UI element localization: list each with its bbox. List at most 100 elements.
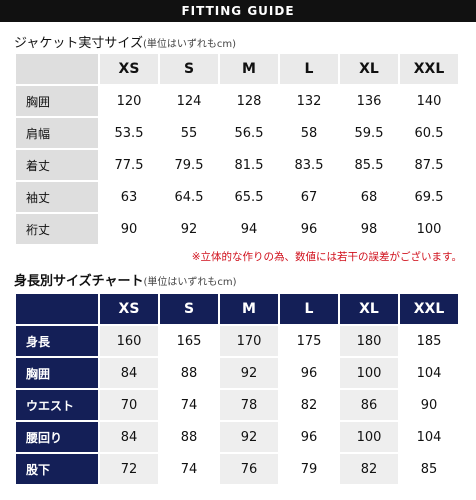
table-row: 肩幅 53.5 55 56.5 58 59.5 60.5 bbox=[16, 118, 458, 148]
table-row: 胸囲 84 88 92 96 100 104 bbox=[16, 358, 458, 388]
table-cell: 86 bbox=[340, 390, 398, 420]
table-cell: 185 bbox=[400, 326, 458, 356]
table-cell: 100 bbox=[340, 422, 398, 452]
table-cell: 100 bbox=[400, 214, 458, 244]
table-cell: 77.5 bbox=[100, 150, 158, 180]
row-label: 腰回り bbox=[16, 422, 98, 452]
body-size-title: 身長別サイズチャート(単位はいずれもcm) bbox=[14, 270, 237, 289]
row-label: 裄丈 bbox=[16, 214, 98, 244]
jacket-size-title: ジャケット実寸サイズ(単位はいずれもcm) bbox=[14, 32, 236, 51]
table-cell: 96 bbox=[280, 358, 338, 388]
table-cell: 120 bbox=[100, 86, 158, 116]
table-corner bbox=[16, 294, 98, 324]
table-cell: 175 bbox=[280, 326, 338, 356]
column-header-xs: XS bbox=[100, 294, 158, 324]
column-header-s: S bbox=[160, 54, 218, 84]
table-cell: 65.5 bbox=[220, 182, 278, 212]
table-row: 着丈 77.5 79.5 81.5 83.5 85.5 87.5 bbox=[16, 150, 458, 180]
body-size-unit: (単位はいずれもcm) bbox=[143, 277, 237, 288]
column-header-xs: XS bbox=[100, 54, 158, 84]
table-cell: 59.5 bbox=[340, 118, 398, 148]
table-cell: 79.5 bbox=[160, 150, 218, 180]
table-cell: 74 bbox=[160, 454, 218, 484]
table-cell: 67 bbox=[280, 182, 338, 212]
table-cell: 88 bbox=[160, 422, 218, 452]
column-header-xxl: XXL bbox=[400, 54, 458, 84]
row-label: ウエスト bbox=[16, 390, 98, 420]
column-header-m: M bbox=[220, 294, 278, 324]
jacket-header-row: XS S M L XL XXL bbox=[16, 54, 458, 84]
table-cell: 82 bbox=[280, 390, 338, 420]
table-cell: 63 bbox=[100, 182, 158, 212]
table-cell: 55 bbox=[160, 118, 218, 148]
table-cell: 100 bbox=[340, 358, 398, 388]
table-cell: 82 bbox=[340, 454, 398, 484]
table-cell: 81.5 bbox=[220, 150, 278, 180]
table-row: 身長 160 165 170 175 180 185 bbox=[16, 326, 458, 356]
row-label: 胸囲 bbox=[16, 358, 98, 388]
table-row: 裄丈 90 92 94 96 98 100 bbox=[16, 214, 458, 244]
row-label: 身長 bbox=[16, 326, 98, 356]
table-cell: 58 bbox=[280, 118, 338, 148]
column-header-xxl: XXL bbox=[400, 294, 458, 324]
table-row: 胸囲 120 124 128 132 136 140 bbox=[16, 86, 458, 116]
table-cell: 92 bbox=[220, 358, 278, 388]
column-header-m: M bbox=[220, 54, 278, 84]
table-cell: 76 bbox=[220, 454, 278, 484]
table-cell: 98 bbox=[340, 214, 398, 244]
table-cell: 136 bbox=[340, 86, 398, 116]
jacket-size-unit: (単位はいずれもcm) bbox=[142, 39, 237, 50]
fitting-guide-header: FITTING GUIDE bbox=[0, 0, 476, 22]
table-cell: 96 bbox=[280, 422, 338, 452]
table-cell: 69.5 bbox=[400, 182, 458, 212]
column-header-s: S bbox=[160, 294, 218, 324]
table-corner bbox=[16, 54, 98, 84]
table-cell: 64.5 bbox=[160, 182, 218, 212]
table-cell: 165 bbox=[160, 326, 218, 356]
table-cell: 124 bbox=[160, 86, 218, 116]
table-cell: 74 bbox=[160, 390, 218, 420]
table-cell: 56.5 bbox=[220, 118, 278, 148]
column-header-l: L bbox=[280, 54, 338, 84]
jacket-size-table: XS S M L XL XXL 胸囲 120 124 128 132 136 1… bbox=[14, 52, 460, 246]
jacket-size-title-text: ジャケット実寸サイズ bbox=[14, 36, 143, 51]
body-size-table: XS S M L XL XXL 身長 160 165 170 175 180 1… bbox=[14, 292, 460, 486]
body-size-title-text: 身長別サイズチャート bbox=[14, 274, 144, 289]
table-cell: 90 bbox=[100, 214, 158, 244]
table-cell: 84 bbox=[100, 358, 158, 388]
table-cell: 128 bbox=[220, 86, 278, 116]
row-label: 胸囲 bbox=[16, 86, 98, 116]
column-header-xl: XL bbox=[340, 294, 398, 324]
measurement-note: ※立体的な作りの為、数値には若干の誤差がございます。 bbox=[191, 251, 462, 263]
table-cell: 92 bbox=[220, 422, 278, 452]
table-cell: 87.5 bbox=[400, 150, 458, 180]
table-cell: 160 bbox=[100, 326, 158, 356]
column-header-l: L bbox=[280, 294, 338, 324]
table-cell: 170 bbox=[220, 326, 278, 356]
table-cell: 68 bbox=[340, 182, 398, 212]
table-row: 腰回り 84 88 92 96 100 104 bbox=[16, 422, 458, 452]
row-label: 股下 bbox=[16, 454, 98, 484]
table-cell: 88 bbox=[160, 358, 218, 388]
table-cell: 72 bbox=[100, 454, 158, 484]
row-label: 着丈 bbox=[16, 150, 98, 180]
column-header-xl: XL bbox=[340, 54, 398, 84]
table-cell: 180 bbox=[340, 326, 398, 356]
table-cell: 84 bbox=[100, 422, 158, 452]
row-label: 肩幅 bbox=[16, 118, 98, 148]
body-header-row: XS S M L XL XXL bbox=[16, 294, 458, 324]
table-cell: 79 bbox=[280, 454, 338, 484]
table-cell: 85.5 bbox=[340, 150, 398, 180]
table-cell: 104 bbox=[400, 358, 458, 388]
table-cell: 60.5 bbox=[400, 118, 458, 148]
table-cell: 78 bbox=[220, 390, 278, 420]
table-cell: 96 bbox=[280, 214, 338, 244]
table-cell: 92 bbox=[160, 214, 218, 244]
table-cell: 94 bbox=[220, 214, 278, 244]
table-cell: 83.5 bbox=[280, 150, 338, 180]
table-cell: 132 bbox=[280, 86, 338, 116]
header-title: FITTING GUIDE bbox=[181, 4, 295, 18]
table-cell: 85 bbox=[400, 454, 458, 484]
table-row: 股下 72 74 76 79 82 85 bbox=[16, 454, 458, 484]
table-cell: 70 bbox=[100, 390, 158, 420]
